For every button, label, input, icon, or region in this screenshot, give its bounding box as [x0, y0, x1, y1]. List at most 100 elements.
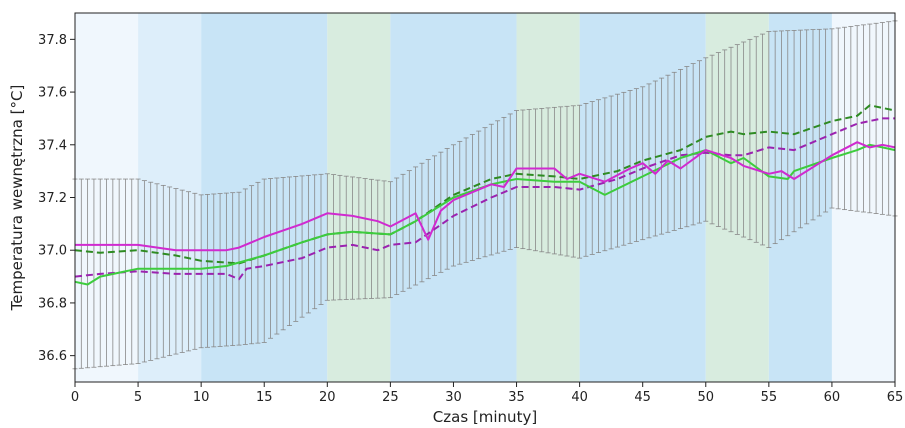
- error-bar-117: [810, 29, 816, 221]
- x-tick-label-12: 60: [824, 390, 841, 405]
- error-bar-55: [419, 162, 425, 283]
- error-bar-24: [223, 192, 229, 347]
- error-bar-87: [621, 91, 627, 246]
- error-bar-125: [860, 24, 866, 213]
- error-bar-92: [652, 80, 658, 237]
- error-bar-50: [387, 181, 393, 299]
- error-bar-30: [261, 178, 267, 343]
- error-bar-51: [394, 177, 400, 295]
- error-bar-104: [728, 46, 734, 233]
- error-bar-41: [331, 174, 337, 301]
- series-lines: [74, 104, 896, 286]
- x-tick-label-9: 45: [634, 390, 651, 405]
- error-bar-106: [741, 41, 747, 238]
- error-bar-127: [873, 22, 879, 214]
- error-bar-45: [356, 177, 362, 300]
- x-tick-label-3: 15: [256, 390, 273, 405]
- error-bar-20: [198, 194, 204, 349]
- error-bar-39: [318, 173, 324, 305]
- x-tick-label-1: 5: [134, 390, 142, 405]
- error-bar-76: [551, 106, 557, 255]
- y-tick-label-0: 36.6: [38, 349, 67, 364]
- error-bar-35: [293, 176, 299, 322]
- x-axis-label: Czas [minuty]: [433, 408, 537, 426]
- error-bar-91: [646, 83, 652, 239]
- x-tick-label-10: 50: [697, 390, 714, 405]
- error-bar-1: [78, 178, 84, 369]
- error-bar-13: [154, 183, 160, 360]
- error-bar-81: [583, 103, 589, 257]
- error-bar-56: [425, 159, 431, 280]
- error-bar-32: [274, 177, 280, 335]
- error-bar-19: [192, 192, 198, 350]
- error-bar-120: [829, 28, 835, 209]
- y-tick-label-6: 37.8: [38, 33, 67, 48]
- error-bar-68: [501, 116, 507, 252]
- error-bar-33: [280, 177, 286, 331]
- x-tick-label-0: 0: [71, 390, 79, 405]
- error-bar-115: [797, 29, 803, 229]
- error-bar-64: [476, 130, 482, 260]
- error-bar-43: [343, 175, 349, 300]
- error-bar-3: [91, 178, 97, 368]
- error-bar-101: [709, 54, 715, 225]
- error-bar-63: [469, 134, 475, 261]
- error-bar-100: [703, 57, 709, 222]
- error-bar-99: [696, 60, 702, 224]
- error-bar-29: [255, 181, 261, 344]
- y-tick-label-1: 36.8: [38, 296, 67, 311]
- series-line-1: [74, 117, 895, 281]
- error-bar-22: [211, 193, 217, 348]
- error-bar-15: [167, 186, 173, 357]
- error-bar-49: [381, 180, 387, 299]
- x-tick-label-6: 30: [445, 390, 462, 405]
- error-bar-16: [173, 188, 179, 355]
- error-bar-26: [236, 191, 242, 346]
- y-axis-ticks: 36.6 36.8 37.0 37.2 37.4 37.6 37.8: [38, 33, 75, 364]
- y-tick-label-5: 37.6: [38, 86, 67, 101]
- error-bar-31: [268, 178, 274, 339]
- error-bar-119: [823, 28, 829, 213]
- error-bar-44: [350, 176, 356, 300]
- error-bar-60: [450, 144, 456, 267]
- x-tick-label-2: 10: [193, 390, 210, 405]
- y-tick-label-4: 37.4: [38, 138, 67, 153]
- error-bar-4: [97, 178, 103, 368]
- error-bar-12: [148, 181, 154, 361]
- error-bar-62: [463, 137, 469, 263]
- error-bar-67: [495, 120, 501, 254]
- error-bar-66: [488, 123, 494, 256]
- error-bar-123: [848, 26, 854, 211]
- series-line-3: [75, 141, 896, 252]
- error-bar-124: [854, 25, 860, 212]
- error-bar-65: [482, 127, 488, 258]
- x-tick-label-13: 65: [887, 390, 904, 405]
- error-bar-54: [413, 166, 419, 286]
- error-bar-85: [608, 95, 614, 250]
- error-bar-5: [104, 178, 110, 367]
- error-bar-23: [217, 193, 223, 347]
- error-bar-34: [286, 176, 292, 326]
- error-bar-17: [179, 189, 185, 353]
- error-bar-109: [760, 33, 766, 246]
- x-axis-ticks: 0 5 10 15 20 25 30 35 40 45 50 55 60 65: [71, 382, 903, 405]
- x-tick-label-7: 35: [508, 390, 525, 405]
- error-bar-53: [406, 170, 412, 289]
- y-axis-label: Temperatura wewnętrzna [°C]: [8, 85, 26, 312]
- error-bars: [72, 20, 898, 370]
- y-tick-label-2: 37.0: [38, 244, 67, 259]
- error-bar-47: [368, 178, 374, 299]
- error-bar-110: [766, 31, 772, 248]
- error-bar-2: [85, 178, 91, 369]
- series-line-2: [74, 143, 896, 286]
- error-bar-36: [299, 175, 305, 318]
- x-tick-label-5: 25: [382, 390, 399, 405]
- error-bar-21: [204, 194, 210, 348]
- error-bar-25: [230, 192, 236, 346]
- y-tick-label-3: 37.2: [38, 191, 67, 206]
- error-bar-102: [715, 52, 721, 227]
- error-bar-42: [337, 174, 343, 301]
- error-bar-48: [375, 179, 381, 299]
- error-bar-107: [747, 38, 753, 241]
